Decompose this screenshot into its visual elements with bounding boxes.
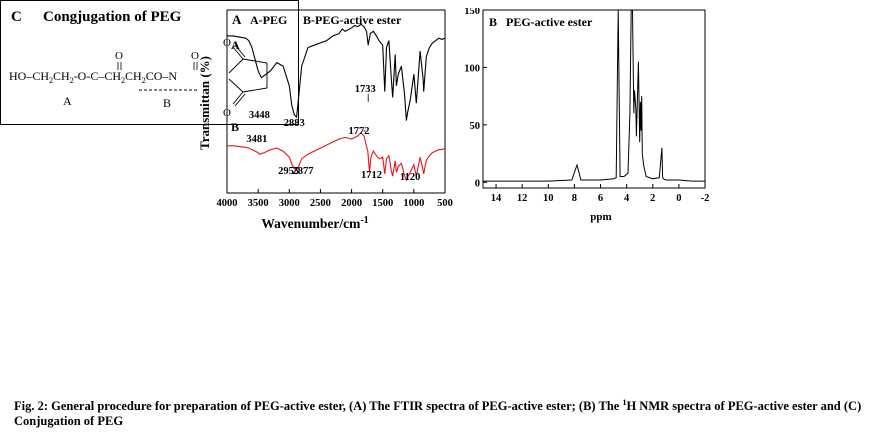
ftir-x-tick-label: 1500 [372,198,393,209]
ftir-series-line-1 [227,23,446,121]
nmr-x-tick-label: 2 [650,193,655,204]
caption-part-1: Fig. 2: General procedure for preparatio… [14,399,623,414]
ftir-legend-active-ester: B-PEG-active ester [303,13,402,27]
conjugation-scheme: C Congjugation of PEG HO–CH2CH2-O-C–CH2C… [9,9,268,119]
ftir-peak-label-2955: 2955 [278,166,299,177]
conjugation-title: Congjugation of PEG [43,9,182,25]
caption-part-2: H NMR spectra of PEG-active ester and (C… [14,399,862,429]
nmr-x-tick-label: 4 [624,193,630,204]
segment-label-a: A [63,94,72,108]
carbonyl-oxygen-2: O [191,50,199,62]
nmr-x-tick-label: 10 [543,193,554,204]
ftir-x-tick-label: 2000 [341,198,362,209]
ftir-x-tick-label: 2500 [310,198,331,209]
ftir-plot-frame [226,9,446,194]
figure-caption: Fig. 2: General procedure for preparatio… [14,395,874,429]
conjugation-panel: C Congjugation of PEG HO–CH2CH2-O-C–CH2C… [0,0,299,125]
nmr-x-tick-label: -2 [701,193,710,204]
ftir-panel-letter: A [232,12,242,27]
carbonyl-oxygen-1: O [115,50,123,62]
ftir-x-tick-label: 3000 [279,198,300,209]
nmr-series-group [483,9,705,182]
ftir-x-axis-label: Wavenumber/cm-1 [261,215,368,231]
nmr-chart: B PEG-active ester 14 12 10 8 6 4 2 0 -2 0 50 100 1… [464,8,710,223]
ftir-x-tick-label: 500 [437,198,453,209]
ftir-peak-label-1120: 1120 [400,172,420,183]
nmr-x-tick-label: 14 [491,193,502,204]
ftir-chart: A A-PEG B-PEG-active ester A B 4000 3500 3… [197,9,453,231]
nmr-y-tick-label: 100 [464,63,480,74]
caption-superscript: 1 [622,398,627,407]
nmr-y-tick-label: 150 [464,8,480,17]
nmr-x-tick-label: 6 [598,193,603,204]
ftir-peak-label-2877: 2877 [292,166,313,177]
ftir-x-tick-label: 4000 [217,198,238,209]
nmr-y-tick-label: 0 [475,178,480,189]
ftir-peak-label-1712: 1712 [361,170,382,181]
ftir-y-axis-label: Transmittan (%) [197,56,212,150]
ftir-series-group [227,23,446,182]
ftir-peak-label-2883: 2883 [284,118,305,129]
nmr-x-tick-label: 12 [517,193,528,204]
ftir-peak-label-3448: 3448 [249,110,270,121]
ftir-series-line-2 [227,132,446,182]
ftir-x-tick-label: 3500 [248,198,269,209]
ftir-peak-label-1772: 1772 [349,126,370,137]
ftir-curve-label-a: A [231,38,240,52]
nmr-x-axis-label: ppm [590,211,611,223]
succinimide-ring [228,44,268,107]
nmr-x-tick-label: 8 [572,193,577,204]
ftir-peak-label-1733: 1733 [355,84,376,95]
ftir-legend-peg: A-PEG [250,13,287,27]
ftir-x-tick-label: 1000 [403,198,424,209]
nmr-x-tick-label: 0 [676,193,681,204]
nmr-plot-frame [482,9,706,189]
nmr-panel-title: B PEG-active ester [489,15,593,29]
nmr-y-ticks: 0 50 100 150 [464,8,487,189]
structural-formula: HO–CH2CH2-O-C–CH2CH2CO–N [9,69,177,85]
ftir-peak-label-3481: 3481 [246,134,267,145]
conjugation-letter: C [11,9,22,25]
ftir-curve-label-b: B [231,120,239,134]
nmr-y-tick-label: 50 [470,121,481,132]
nmr-x-ticks: 14 12 10 8 6 4 2 0 -2 [491,184,710,204]
ftir-x-ticks: 4000 3500 3000 2500 2000 1500 1000 500 [217,189,453,209]
segment-label-b: B [163,96,171,110]
nmr-spectrum-line [483,9,705,182]
